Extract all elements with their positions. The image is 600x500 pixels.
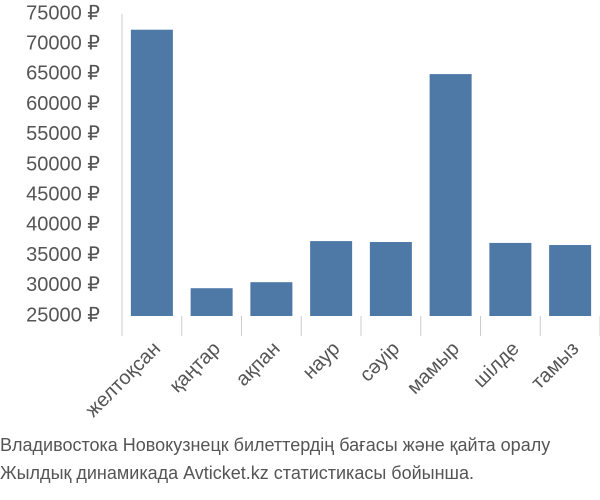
y-tick-label: 65000 ₽	[26, 63, 100, 85]
bar	[250, 282, 293, 316]
y-tick-label: 25000 ₽	[26, 304, 100, 326]
bar	[369, 242, 412, 316]
y-tick-label: 40000 ₽	[26, 214, 100, 236]
bar	[489, 242, 532, 316]
bar	[130, 29, 173, 316]
y-tick-label: 60000 ₽	[26, 93, 100, 115]
y-tick-label: 35000 ₽	[26, 244, 100, 266]
y-tick-label: 75000 ₽	[26, 2, 100, 24]
x-tick-label: қаңтар	[165, 338, 224, 397]
x-tick-label: желтоқсан	[81, 338, 165, 422]
y-tick-label: 45000 ₽	[26, 183, 100, 205]
x-tick-label: тамыз	[527, 338, 583, 394]
x-tick-label: мамыр	[403, 338, 464, 399]
y-tick-label: 30000 ₽	[26, 274, 100, 296]
x-tick-label: сәуір	[356, 338, 405, 387]
x-tick-label: шілде	[469, 338, 523, 392]
bar	[310, 241, 353, 316]
chart-subtitle: Жылдық динамикада Avticket.kz статистика…	[0, 463, 474, 483]
bar	[429, 74, 472, 317]
y-tick-label: 55000 ₽	[26, 123, 100, 145]
chart-title: Владивостока Новокузнецк билеттердің бағ…	[0, 435, 550, 455]
bar	[190, 288, 233, 316]
bar	[549, 245, 592, 316]
y-tick-label: 50000 ₽	[26, 153, 100, 175]
y-tick-label: 70000 ₽	[26, 32, 100, 54]
x-tick-label: наур	[299, 338, 345, 384]
x-tick-label: ақпан	[232, 338, 285, 391]
